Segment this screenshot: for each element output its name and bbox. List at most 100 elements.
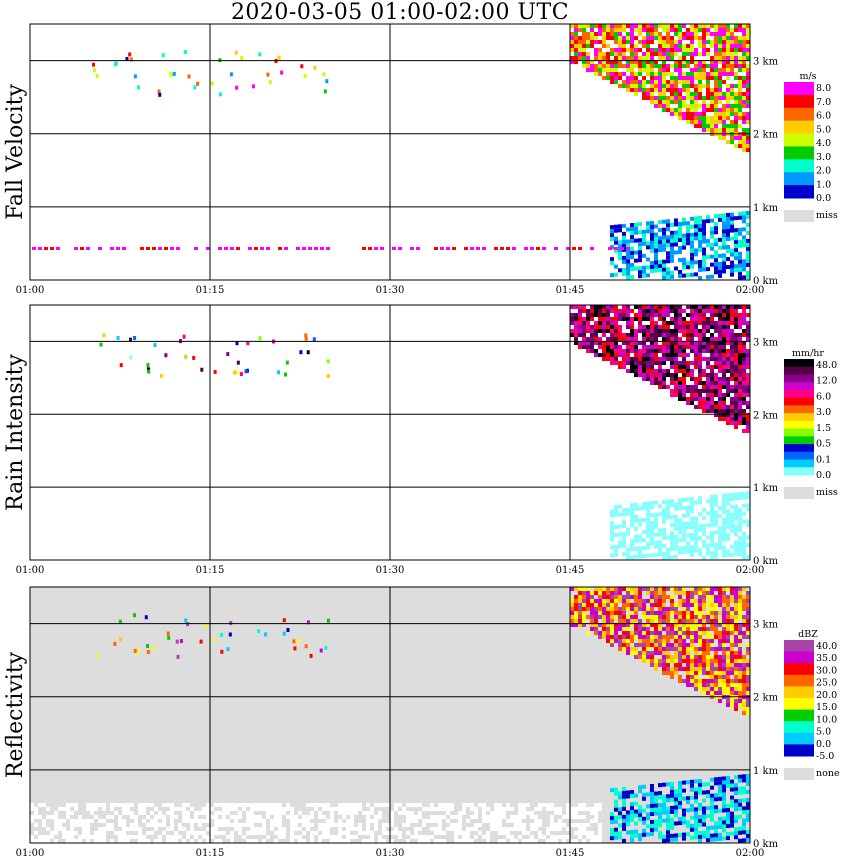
legend-missing-swatch xyxy=(784,487,814,499)
legend-swatch xyxy=(784,413,814,422)
legend-swatch xyxy=(784,651,814,664)
legend-swatch xyxy=(784,107,814,122)
time-tick-label: 02:00 xyxy=(736,565,765,576)
legend-swatch xyxy=(784,467,814,476)
color-legend: m/s8.0 7.0 6.0 5.0 4.0 3.0 2.0 1.0 0.0 miss xyxy=(784,71,838,222)
legend-swatch xyxy=(784,459,814,468)
legend-swatch xyxy=(784,359,814,368)
legend-label: 6.0 xyxy=(816,391,831,402)
legend-unit: dBZ xyxy=(798,629,818,640)
legend-label: 30.0 xyxy=(816,665,837,676)
legend-swatch xyxy=(784,366,814,375)
height-tick-label: 2 km xyxy=(753,410,779,421)
time-tick-label: 01:15 xyxy=(196,848,225,859)
legend-swatch xyxy=(784,686,814,699)
panel-3: Reflectivity 0 km 1 km 2 km 3 km 01:00 01:15 01… xyxy=(3,586,840,859)
legend-label: 7.0 xyxy=(816,97,831,108)
legend-swatch xyxy=(784,389,814,399)
legend-swatch xyxy=(784,159,814,173)
legend-swatch xyxy=(784,444,814,453)
legend-swatch xyxy=(784,120,814,135)
height-tick-label: 1 km xyxy=(753,483,779,494)
height-tick-label: 0 km xyxy=(753,276,779,287)
legend-swatch xyxy=(784,663,814,676)
legend-label: 0.0 xyxy=(816,470,831,481)
time-tick-label: 02:00 xyxy=(736,285,765,296)
height-tick-label: 3 km xyxy=(753,57,779,68)
time-tick-label: 01:15 xyxy=(196,565,225,576)
legend-label: 0.0 xyxy=(816,739,831,750)
legend-label: 4.0 xyxy=(816,138,831,149)
legend-swatch xyxy=(784,732,814,745)
legend-label: 5.0 xyxy=(816,124,831,135)
grid xyxy=(30,587,750,843)
time-tick-label: 01:30 xyxy=(376,565,405,576)
legend-swatch xyxy=(784,94,814,109)
legend-swatch xyxy=(784,397,814,406)
legend-missing-label: miss xyxy=(816,210,838,221)
legend-label: 40.0 xyxy=(816,641,837,652)
plot-frame xyxy=(29,23,751,281)
y-axis-label: Rain Intensity xyxy=(3,353,28,510)
legend-swatch xyxy=(784,146,814,160)
legend-swatch xyxy=(784,382,814,391)
plot-frame xyxy=(29,586,751,844)
height-tick-label: 2 km xyxy=(753,693,779,704)
legend-swatch xyxy=(784,420,814,430)
legend-label: 0.0 xyxy=(816,193,831,204)
time-tick-label: 01:45 xyxy=(556,848,585,859)
legend-swatch xyxy=(784,133,814,147)
legend-unit: mm/hr xyxy=(792,348,824,359)
legend-swatch xyxy=(784,640,814,653)
legend-swatch xyxy=(784,405,814,414)
time-tick-label: 01:45 xyxy=(556,565,585,576)
legend-swatch xyxy=(784,721,814,734)
height-tick-label: 0 km xyxy=(753,839,779,850)
height-tick-label: 0 km xyxy=(753,556,779,567)
legend-label: 10.0 xyxy=(816,714,837,725)
legend-label: 6.0 xyxy=(816,111,831,122)
legend-swatch xyxy=(784,172,814,186)
height-tick-label: 3 km xyxy=(753,337,779,348)
legend-missing-label: none xyxy=(816,768,840,779)
legend-swatch xyxy=(784,185,814,199)
legend-label: 25.0 xyxy=(816,678,837,689)
time-tick-label: 01:30 xyxy=(376,285,405,296)
legend-label: 35.0 xyxy=(816,653,837,664)
legend-swatch xyxy=(784,709,814,722)
echo-field xyxy=(30,587,750,843)
height-tick-label: 1 km xyxy=(753,766,779,777)
legend-label: 3.0 xyxy=(816,407,831,418)
y-axis-label: Reflectivity xyxy=(3,651,28,778)
height-tick-label: 3 km xyxy=(753,620,779,631)
echo-field xyxy=(99,305,750,560)
legend-swatch xyxy=(784,374,814,383)
legend-swatch xyxy=(784,744,814,757)
time-tick-label: 02:00 xyxy=(736,848,765,859)
legend-label: 0.1 xyxy=(816,454,831,465)
y-axis-label: Fall Velocity xyxy=(3,84,28,220)
legend-label: 20.0 xyxy=(816,690,837,701)
panel-1: Fall Velocity 0 km 1 km 2 km 3 km 01:00 01:15 0… xyxy=(3,23,838,296)
legend-label: 12.0 xyxy=(816,376,837,387)
legend-missing-label: miss xyxy=(816,487,838,498)
panel-2: Rain Intensity 0 km 1 km 2 km 3 km 01:00 01:15… xyxy=(3,304,838,576)
legend-label: 48.0 xyxy=(816,360,837,371)
legend-swatch xyxy=(784,674,814,687)
legend-swatch xyxy=(784,82,814,96)
height-tick-label: 2 km xyxy=(753,130,779,141)
legend-label: 1.5 xyxy=(816,423,831,434)
time-tick-label: 01:45 xyxy=(556,285,585,296)
legend-missing-swatch xyxy=(784,210,814,222)
legend-swatch xyxy=(784,451,814,461)
legend-swatch xyxy=(784,436,814,445)
legend-unit: m/s xyxy=(799,71,816,82)
legend-label: 0.5 xyxy=(816,439,831,450)
legend-swatch xyxy=(784,428,814,437)
grid xyxy=(30,24,750,280)
legend-label: 15.0 xyxy=(816,702,837,713)
legend-label: 5.0 xyxy=(816,727,831,738)
